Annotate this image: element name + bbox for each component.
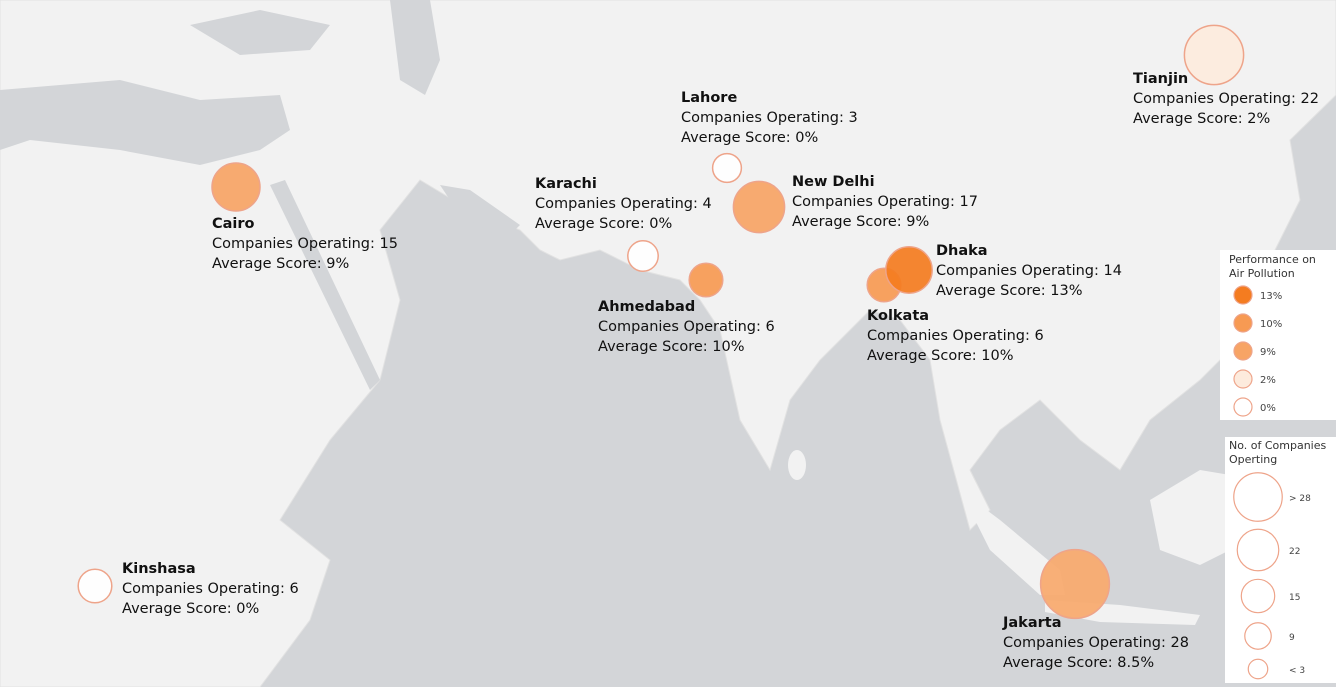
city-companies: Companies Operating: 28 bbox=[1003, 635, 1189, 651]
city-bubble bbox=[711, 152, 743, 184]
city-companies: Companies Operating: 14 bbox=[936, 263, 1122, 279]
legend-swatch bbox=[1233, 341, 1253, 361]
city-score: Average Score: 0% bbox=[681, 130, 818, 146]
city-bubble bbox=[732, 180, 786, 234]
legend-label: 22 bbox=[1289, 547, 1300, 557]
city-name: Jakarta bbox=[1002, 615, 1061, 631]
city-companies: Companies Operating: 4 bbox=[535, 196, 712, 212]
legend-swatch bbox=[1233, 369, 1253, 389]
city-score: Average Score: 2% bbox=[1133, 111, 1270, 127]
legend-size bbox=[1240, 578, 1276, 614]
city-name: Ahmedabad bbox=[598, 299, 695, 315]
city-bubble bbox=[211, 162, 261, 212]
legend-label: 13% bbox=[1260, 291, 1282, 302]
sumatra bbox=[960, 490, 1065, 595]
city-companies: Companies Operating: 22 bbox=[1133, 91, 1319, 107]
city-companies: Companies Operating: 17 bbox=[792, 194, 978, 210]
legend-size bbox=[1233, 472, 1283, 522]
persian-gulf bbox=[440, 185, 520, 240]
city-bubble bbox=[627, 240, 659, 272]
city-name: Kinshasa bbox=[122, 561, 196, 577]
city-score: Average Score: 0% bbox=[122, 601, 259, 617]
city-bubble bbox=[688, 262, 724, 298]
sri-lanka bbox=[788, 450, 806, 480]
legend-swatch bbox=[1233, 397, 1253, 417]
black-sea bbox=[190, 10, 330, 55]
legend-box bbox=[1220, 250, 1336, 420]
city-companies: Companies Operating: 6 bbox=[598, 319, 775, 335]
city-bubble bbox=[77, 568, 113, 604]
legend-size bbox=[1236, 528, 1280, 572]
legend-label: 10% bbox=[1260, 319, 1282, 330]
caspian-sea bbox=[390, 0, 440, 95]
city-score: Average Score: 0% bbox=[535, 216, 672, 232]
city-score: Average Score: 9% bbox=[792, 214, 929, 230]
legend-label: 0% bbox=[1260, 403, 1276, 414]
legend-swatch bbox=[1233, 285, 1253, 305]
legend-label: > 28 bbox=[1289, 494, 1311, 504]
legend-title: Performance on Air Pollution bbox=[1229, 253, 1316, 280]
city-companies: Companies Operating: 15 bbox=[212, 236, 398, 252]
city-name: Tianjin bbox=[1133, 71, 1188, 87]
legend-title: No. of Companies Operting bbox=[1229, 439, 1327, 466]
legend-size bbox=[1244, 622, 1272, 650]
city-name: Karachi bbox=[535, 176, 597, 192]
city-score: Average Score: 10% bbox=[598, 339, 745, 355]
city-name: Lahore bbox=[681, 90, 737, 106]
legend-swatch bbox=[1233, 313, 1253, 333]
city-name: New Delhi bbox=[792, 174, 875, 190]
city-companies: Companies Operating: 3 bbox=[681, 110, 858, 126]
city-name: Dhaka bbox=[936, 243, 988, 259]
city-score: Average Score: 10% bbox=[867, 348, 1014, 364]
city-score: Average Score: 8.5% bbox=[1003, 655, 1154, 671]
city-companies: Companies Operating: 6 bbox=[122, 581, 299, 597]
city-score: Average Score: 9% bbox=[212, 256, 349, 272]
legend-label: < 3 bbox=[1289, 666, 1305, 676]
city-bubble bbox=[885, 246, 933, 294]
city-bubble bbox=[1039, 548, 1111, 620]
legend-label: 15 bbox=[1289, 593, 1300, 603]
city-name: Cairo bbox=[212, 216, 255, 232]
city-name: Kolkata bbox=[867, 308, 929, 324]
city-bubble bbox=[1183, 24, 1245, 86]
legend-label: 9 bbox=[1289, 633, 1295, 643]
legend-label: 9% bbox=[1260, 347, 1276, 358]
city-companies: Companies Operating: 6 bbox=[867, 328, 1044, 344]
city-score: Average Score: 13% bbox=[936, 283, 1083, 299]
mediterranean bbox=[0, 80, 290, 165]
red-sea bbox=[270, 180, 380, 390]
legend-size bbox=[1247, 658, 1269, 680]
legend-label: 2% bbox=[1260, 375, 1276, 386]
